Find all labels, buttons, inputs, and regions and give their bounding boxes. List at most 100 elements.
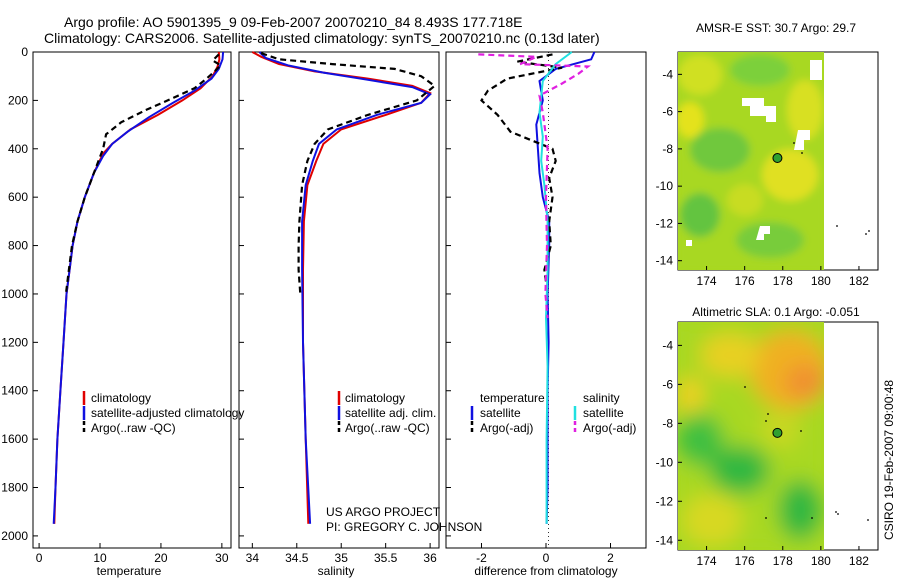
legend-header-temperature: temperature xyxy=(480,391,545,405)
coastline-dot xyxy=(865,233,867,235)
difference-x-tick-label: -2 xyxy=(476,551,487,565)
legend-label-sal-satellite-diff: satellite xyxy=(583,406,624,420)
sla_map-y-tick-label: -6 xyxy=(662,377,673,391)
depth-tick-label: 800 xyxy=(8,239,28,253)
difference-line-temperature-argo-adj- xyxy=(480,53,563,295)
coastline-dot xyxy=(801,152,803,154)
sla-map-coastline xyxy=(744,386,869,521)
depth-tick-label: 1800 xyxy=(1,481,28,495)
sla-field-blobs xyxy=(678,322,824,550)
depth-tick-label: 1200 xyxy=(1,335,28,349)
coastline-dot xyxy=(868,230,870,232)
difference-line-salinity-satellite xyxy=(538,51,573,524)
sla-blob xyxy=(678,414,724,466)
difference-tick-labels: -2 0 2 xyxy=(476,543,614,565)
sla-blob xyxy=(700,333,760,377)
sst_map-y-tick-label: -6 xyxy=(662,105,673,119)
coastline-dot xyxy=(811,517,813,519)
sla_map-y-tick-label: -12 xyxy=(656,494,674,508)
sst-map-coastline xyxy=(793,142,870,235)
sst-map-tick-labels: 174 176 178 180 182 -4 -6 -8 -10 -12 -14 xyxy=(656,67,870,288)
sla_map-x-tick-label: 174 xyxy=(697,554,717,568)
temperature-axis-label: temperature xyxy=(97,564,162,578)
sla_map-y-tick-label: -4 xyxy=(662,338,673,352)
salinity-line-satellite-adj-clim- xyxy=(258,51,432,524)
sst-missing-data xyxy=(810,60,822,80)
salinity-x-tick-label: 36 xyxy=(423,551,437,565)
sla-blob xyxy=(778,480,822,540)
temperature-line-satellite-adjusted-climatology xyxy=(52,51,225,524)
figure-title-line-2: Climatology: CARS2006. Satellite-adjuste… xyxy=(44,30,600,46)
sst-missing-data xyxy=(686,240,692,246)
temperature-axes xyxy=(32,51,232,549)
legend-label-sal-climatology: climatology xyxy=(345,391,405,405)
difference-axis-label: difference from climatology xyxy=(474,564,617,578)
sst_map-y-tick-label: -12 xyxy=(656,216,674,230)
sla_map-y-tick-label: -14 xyxy=(656,533,674,547)
legend-label-argo-raw: Argo(..raw -QC) xyxy=(91,421,176,435)
temperature-x-tick-label: 10 xyxy=(93,551,107,565)
salinity-legend: climatology satellite adj. clim. Argo(..… xyxy=(337,391,436,435)
salinity-x-tick-label: 34.5 xyxy=(285,551,309,565)
coastline-dot xyxy=(867,519,869,521)
coastline-dot xyxy=(765,420,767,422)
coastline-dot xyxy=(744,386,746,388)
sla-map-tick-labels: 174 176 178 180 182 -4 -6 -8 -10 -12 -14 xyxy=(656,338,870,568)
legend-label-temp-argo: Argo(-adj) xyxy=(480,421,533,435)
coastline-dot xyxy=(800,430,802,432)
sla_map-y-tick-label: -8 xyxy=(662,416,673,430)
difference-x-tick-label: 0 xyxy=(543,551,550,565)
sst-blob xyxy=(690,128,750,172)
salinity-line-climatology xyxy=(251,51,432,524)
coastline-dot xyxy=(765,517,767,519)
temperature-x-tick-label: 20 xyxy=(154,551,168,565)
temperature-x-tick-label: 30 xyxy=(215,551,229,565)
sla-map-field xyxy=(678,322,824,550)
legend-label-sal-argo: Argo(..raw -QC) xyxy=(345,421,430,435)
sst-map-title: AMSR-E SST: 30.7 Argo: 29.7 xyxy=(696,21,856,35)
sst_map-x-tick-label: 178 xyxy=(773,274,793,288)
sla_map-x-tick-label: 182 xyxy=(849,554,869,568)
sst-map-field xyxy=(678,52,824,270)
sst-missing-data xyxy=(756,226,770,240)
legend-label-sal-argo-diff: Argo(-adj) xyxy=(583,421,636,435)
sla-argo-position-marker xyxy=(772,427,783,438)
legend-label-sal-satellite: satellite adj. clim. xyxy=(345,406,436,420)
figure-title-line-1: Argo profile: AO 5901395_9 09-Feb-2007 2… xyxy=(64,14,522,30)
depth-tick-label: 2000 xyxy=(1,529,28,543)
project-credit-line-2: PI: GREGORY C. JOHNSON xyxy=(326,520,482,534)
sla_map-y-tick-label: -10 xyxy=(656,455,674,469)
difference-line-salinity-argo-adj- xyxy=(478,53,592,319)
salinity-series xyxy=(239,51,437,537)
sst-blob xyxy=(680,193,720,237)
sla_map-x-tick-label: 180 xyxy=(811,554,831,568)
sst_map-x-tick-label: 180 xyxy=(811,274,831,288)
sst-blob xyxy=(787,80,823,140)
sst-blob xyxy=(736,222,804,258)
sst-blob xyxy=(678,102,704,138)
salinity-x-tick-label: 35 xyxy=(335,551,349,565)
sst_map-x-tick-label: 174 xyxy=(697,274,717,288)
sst-field-blobs xyxy=(678,52,824,270)
sst-missing-data xyxy=(794,130,810,150)
sst-blob xyxy=(727,184,763,216)
depth-tick-label: 200 xyxy=(8,93,28,107)
sst_map-y-tick-label: -10 xyxy=(656,179,674,193)
sla-blob xyxy=(682,494,742,546)
salinity-x-tick-label: 35.5 xyxy=(374,551,398,565)
sla-blob xyxy=(785,364,824,400)
sst_map-y-tick-label: -14 xyxy=(656,254,674,268)
sst_map-x-tick-label: 182 xyxy=(849,274,869,288)
sst_map-y-tick-label: -4 xyxy=(662,67,673,81)
salinity-x-tick-label: 34 xyxy=(246,551,260,565)
depth-tick-label: 1000 xyxy=(1,287,28,301)
sla_map-x-tick-label: 178 xyxy=(773,554,793,568)
temperature-legend: climatology satellite-adjusted climatolo… xyxy=(82,391,244,435)
sst-argo-position-marker xyxy=(772,153,783,164)
coastline-dot xyxy=(836,225,838,227)
temperature-tick-labels: 0 10 20 30 xyxy=(36,543,229,565)
sst_map-y-tick-label: -8 xyxy=(662,142,673,156)
depth-tick-label: 400 xyxy=(8,142,28,156)
sst-missing-data xyxy=(742,98,776,122)
